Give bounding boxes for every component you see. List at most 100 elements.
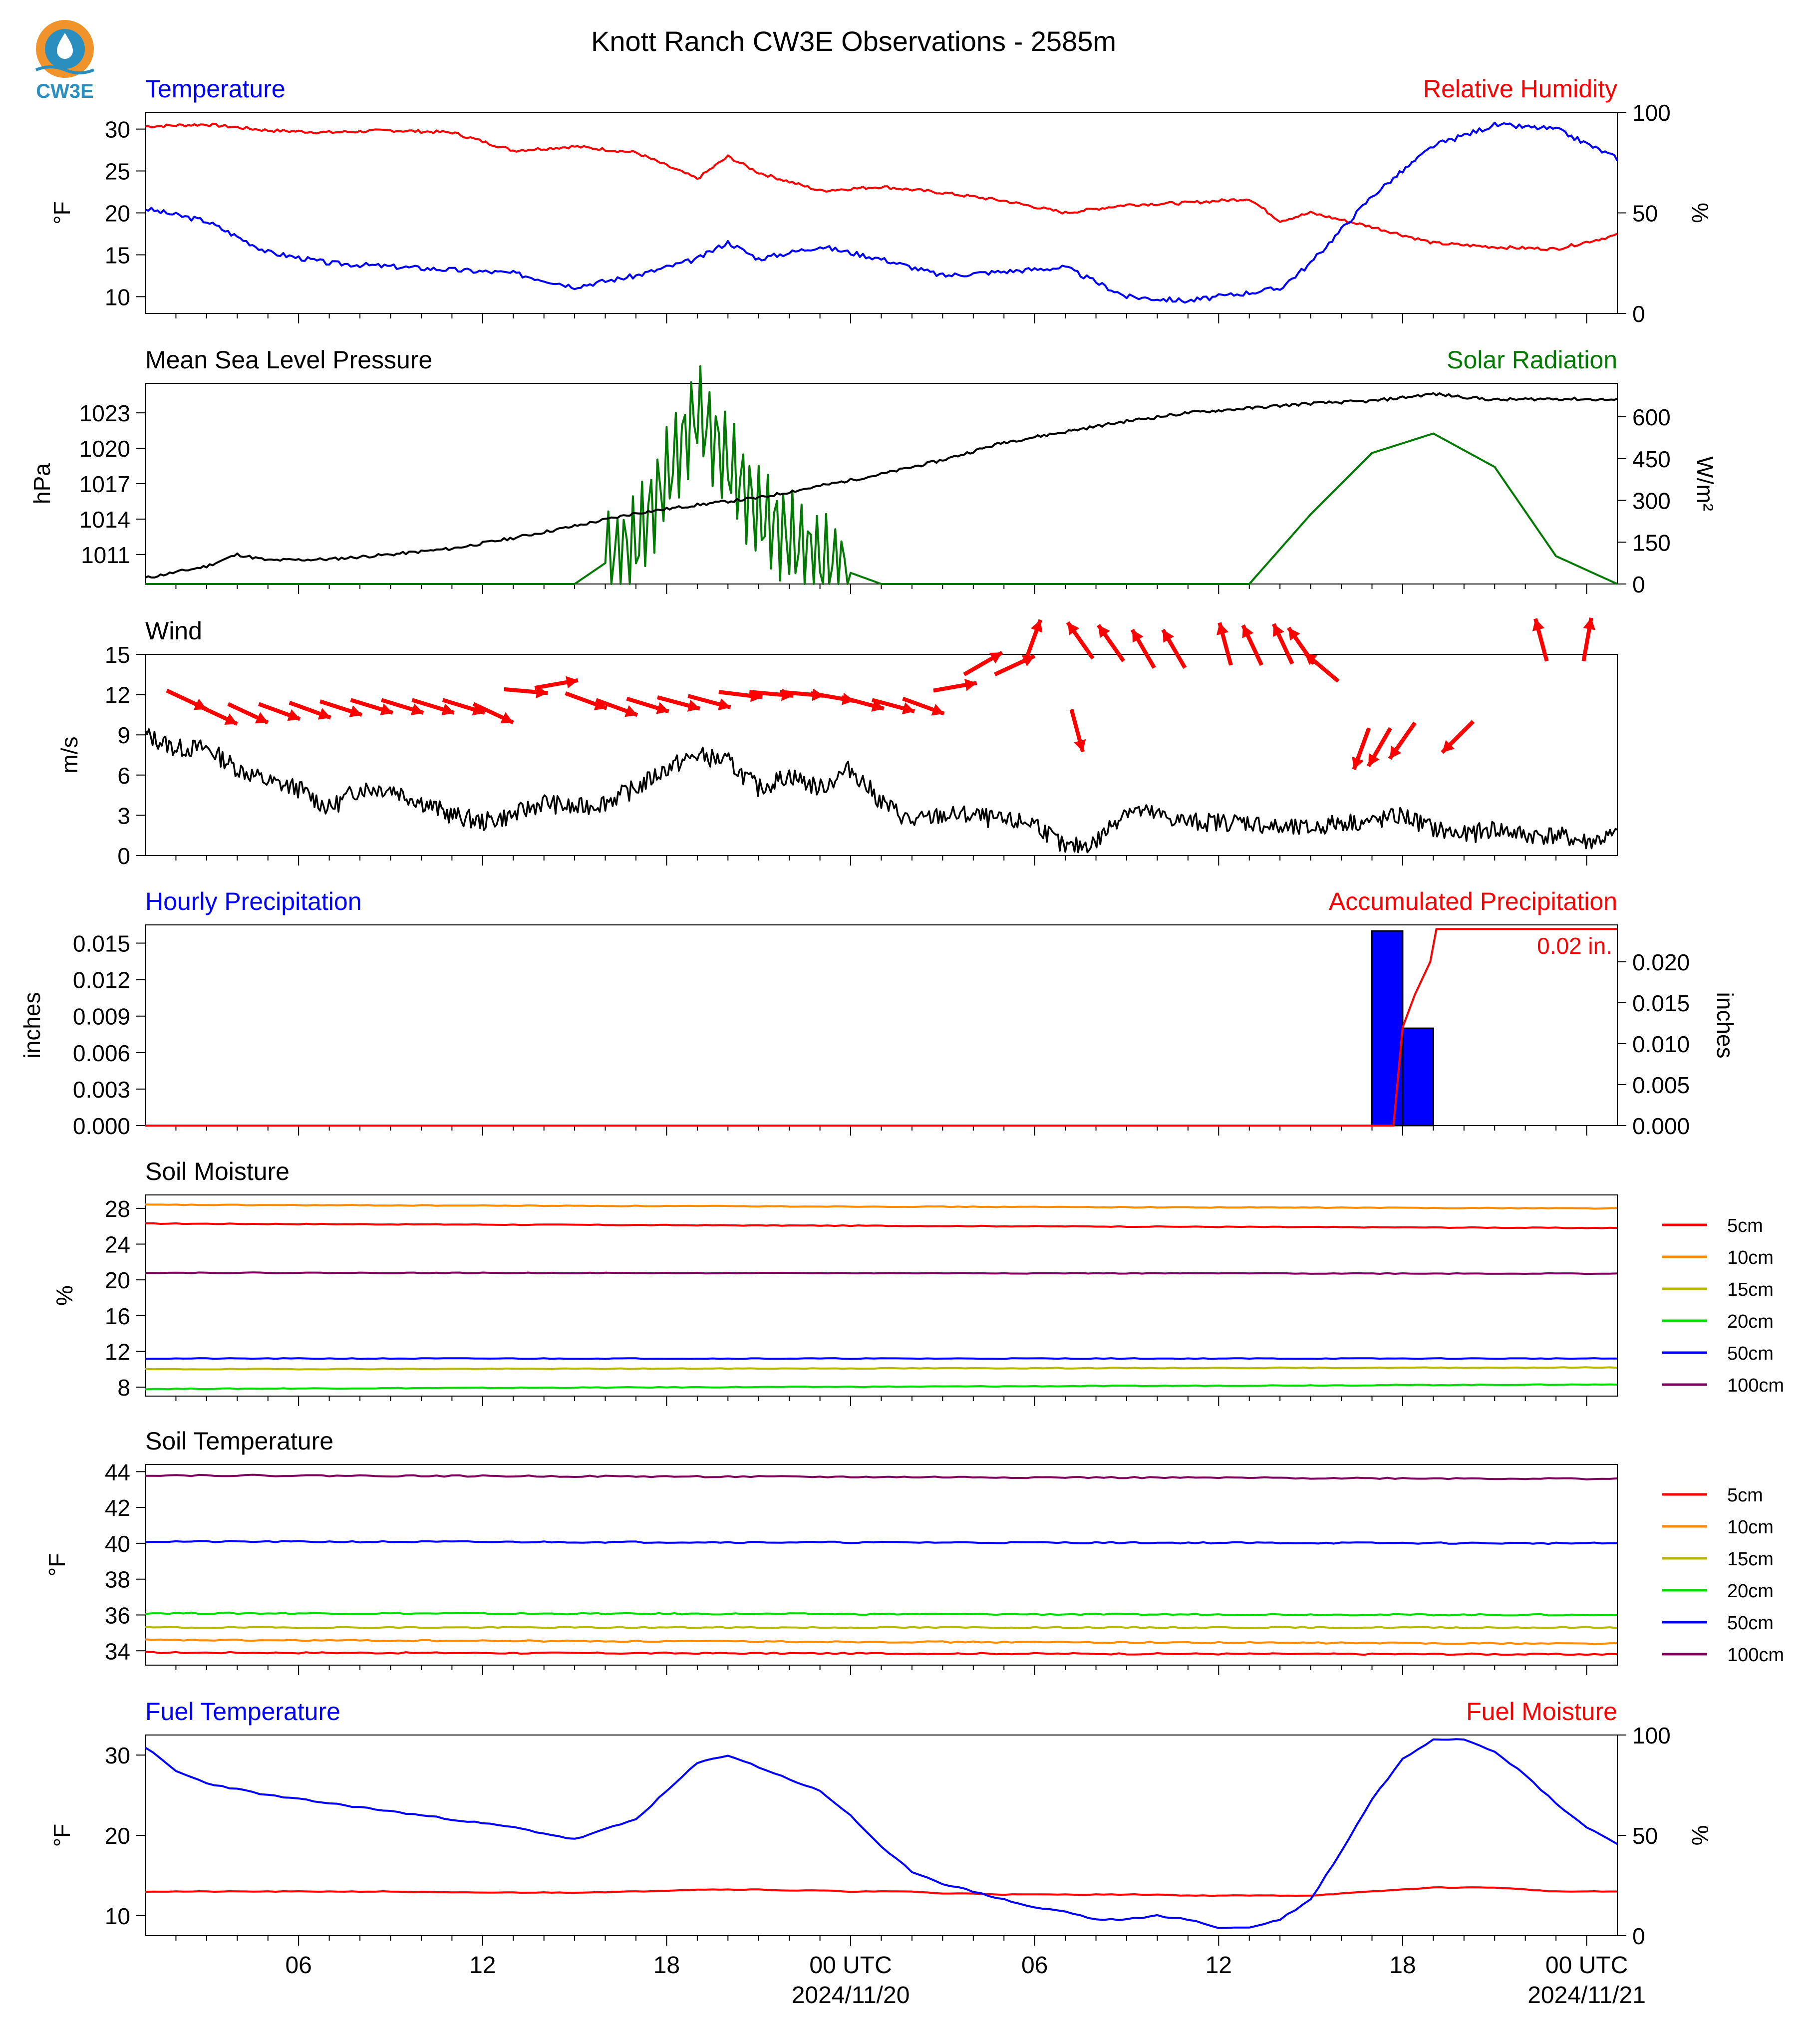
panel-pressure: 1023 1020 1017 1014 1011 600 450 300 150 0 Mean Se… [29,346,1718,597]
fuel-right-tick-label: 50 [1632,1823,1658,1849]
pressure-right-unit: W/m² [1692,456,1718,511]
soil_temperature-legend: 5cm 10cm 15cm 20cm 50cm 100cm [1662,1485,1784,1666]
fuel-right-tick-label: 100 [1632,1723,1671,1748]
legend-label: 50cm [1727,1343,1774,1364]
fuel-plot-frame [145,1735,1618,1936]
pressure-left-tick-label: 1017 [79,471,130,497]
wind-arrow-head [1583,617,1596,630]
wind-arrow-head [1368,753,1380,766]
hourly-precip-bar [1371,930,1404,1127]
panel-wind: 15 12 9 6 3 0 Wind m/s [56,617,1618,869]
wind-arrow [1216,622,1233,666]
wind-arrow-head [1098,625,1110,638]
legend-label: 20cm [1727,1311,1774,1332]
wind-arrow [595,698,638,717]
cw3e-logo: CW3E [35,20,95,102]
precip-left-unit: inches [19,992,45,1059]
wind-arrow-head [718,698,731,711]
hourly-precip-bar [1402,1027,1434,1127]
x-tick-label: 18 [653,1952,680,1979]
x-date-label: 2024/11/21 [1527,1982,1646,2009]
soil_moisture-left-tick-label: 12 [105,1339,130,1365]
soil-line-50cm [145,1357,1618,1360]
pressure-left-unit: hPa [29,463,55,504]
wind-arrow-head [1216,622,1229,635]
temperature-left-tick-label: 30 [105,117,130,143]
wind-arrow [1388,721,1417,760]
logo-text: CW3E [36,80,94,102]
x-axis-labels: 06 12 18 00 UTC 06 12 18 00 UTC 2024/11/20 2024/1… [285,1952,1645,2009]
wind-arrow [319,699,363,718]
wind-arrow [687,694,731,711]
soil_moisture-legend: 5cm 10cm 15cm 20cm 50cm 100cm [1662,1215,1784,1396]
wind-arrow [1097,624,1126,662]
wind-arrow-head [989,652,1002,664]
fuel-left-tick-label: 10 [105,1903,130,1929]
wind-arrow [626,696,669,714]
wind-arrow [902,696,945,716]
wind-arrow [227,702,269,725]
temperature-left-tick-label: 15 [105,242,130,268]
wind-arrow-head [1242,625,1254,638]
wind-speed-line [144,728,1618,854]
temperature-right-title: Relative Humidity [1423,75,1617,103]
soil_moisture-left-title: Soil Moisture [145,1158,290,1185]
wind-arrow-head [1067,622,1080,635]
wind-arrow [350,698,393,716]
pressure-right-tick-label: 300 [1632,488,1671,514]
wind-left-tick-label: 9 [117,722,130,748]
wind-arrow [258,702,301,721]
wind-left-title: Wind [145,617,202,645]
legend-label: 15cm [1727,1279,1774,1300]
wind-arrow-head [964,678,977,691]
wind-arrow [872,698,915,715]
accumulated-precip-line [145,928,1617,1127]
wind-arrow-head [902,702,915,715]
wind-arrow [1366,727,1392,767]
wind-arrow [1066,621,1095,660]
panel-temperature: 30 25 20 15 10 100 50 0 Temperature Relative Humi… [49,75,1713,327]
pressure-right-tick-label: 450 [1632,446,1671,472]
wind-arrow-head [349,705,362,718]
wind-arrow [841,695,885,712]
temperature-left-title: Temperature [145,75,286,103]
wind-arrow [1532,618,1549,662]
wind-arrow-head [1352,756,1364,770]
figure-title: Knott Ranch CW3E Observations - 2585m [591,25,1116,57]
precip-right-tick-label: 0.005 [1632,1072,1690,1098]
temperature-left-tick-label: 20 [105,201,130,227]
wind-arrow [1069,709,1086,753]
x-tick-label: 12 [469,1952,496,1979]
precip-right-tick-label: 0.020 [1632,949,1690,975]
wind-arrow [1581,617,1596,662]
wind-left-tick-label: 12 [105,682,130,708]
soil_temperature-left-tick-label: 42 [105,1495,130,1521]
temperature-left-unit: °F [49,201,75,225]
legend-label: 10cm [1727,1517,1774,1538]
precip-left-tick-label: 0.009 [73,1004,130,1030]
wind-arrow-head [656,702,669,714]
pressure-left-tick-label: 1023 [79,400,130,426]
pressure-left-tick-label: 1014 [79,507,130,533]
wind-arrow-head [287,709,301,721]
wind-arrow-head [1272,624,1284,637]
wind-arrow-head [255,712,268,724]
soil-line-5cm [145,1222,1618,1229]
wind-arrow [380,698,424,716]
wind-arrow-head [1030,619,1043,633]
legend-label: 5cm [1727,1485,1763,1506]
x-tick-label: 06 [1021,1952,1048,1979]
wind-arrow [1352,727,1371,770]
wind-left-tick-label: 0 [117,843,130,869]
wind-arrow [534,676,579,690]
wind-arrow-head [1074,739,1086,752]
soil-line-100cm [145,1473,1618,1480]
wind-arrow-head [441,703,454,716]
wind-arrow [1023,619,1043,662]
pressure-right-tick-label: 150 [1632,530,1671,556]
soil_temperature-left-unit: °F [44,1553,70,1577]
legend-label: 5cm [1727,1215,1763,1236]
temperature-right-tick-label: 50 [1632,201,1658,227]
wind-arrow-head [410,703,424,716]
fuel-left-tick-label: 30 [105,1742,130,1768]
